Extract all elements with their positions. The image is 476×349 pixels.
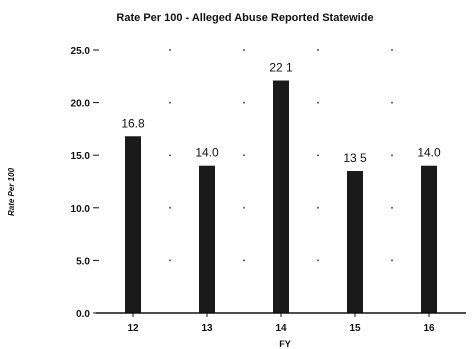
grid-dots <box>169 49 393 262</box>
y-tick-label: 0.0 <box>76 309 90 320</box>
y-tick-label: 5.0 <box>76 256 90 267</box>
x-tick-label: 15 <box>349 323 361 334</box>
grid-dot <box>169 259 171 262</box>
data-label-fy-16: 14.0 <box>417 146 441 160</box>
data-label-fy-13: 14.0 <box>195 146 219 160</box>
data-label-fy-15: 13 5 <box>343 151 367 165</box>
x-tick-label: 16 <box>423 323 435 334</box>
grid-dot <box>391 154 393 157</box>
grid-dot <box>169 101 171 104</box>
bar-fy-16 <box>421 165 437 313</box>
grid-dot <box>391 49 393 51</box>
grid-dot <box>169 206 171 209</box>
x-axis-label: FY <box>279 339 291 349</box>
grid-dot <box>391 259 393 262</box>
grid-dot <box>391 206 393 209</box>
bars: 16.8 14.0 22 1 13 5 14.0 <box>121 61 441 314</box>
y-tick-label: 10.0 <box>71 204 91 215</box>
x-tick-label: 14 <box>275 323 287 334</box>
chart-title: Rate Per 100 - Alleged Abuse Reported St… <box>116 12 373 24</box>
x-tick-label: 13 <box>201 323 213 334</box>
data-label-fy-14: 22 1 <box>269 61 293 75</box>
grid-dot <box>317 259 319 262</box>
x-axis-ticks: 12 13 14 15 16 <box>127 313 435 334</box>
grid-dot <box>317 206 319 209</box>
y-tick-label: 15.0 <box>71 151 91 162</box>
bar-fy-15 <box>347 170 363 313</box>
grid-dot <box>169 49 171 51</box>
y-tick-label: 25.0 <box>71 46 91 57</box>
grid-dot <box>391 101 393 104</box>
bar-fy-14 <box>273 80 289 314</box>
y-axis-ticks: 0.0 5.0 10.0 15.0 20.0 25.0 <box>71 46 99 320</box>
grid-dot <box>243 259 245 262</box>
grid-dot <box>317 101 319 104</box>
grid-dot <box>317 49 319 51</box>
grid-dot <box>317 154 319 157</box>
grid-dot <box>243 101 245 104</box>
y-axis-label: Rate Per 100 <box>7 167 16 216</box>
bar-fy-12 <box>125 136 141 313</box>
grid-dot <box>243 49 245 51</box>
x-tick-label: 12 <box>127 323 139 334</box>
y-tick-label: 20.0 <box>71 99 91 110</box>
grid-dot <box>169 154 171 157</box>
grid-dot <box>243 206 245 209</box>
grid-dot <box>243 154 245 157</box>
data-label-fy-12: 16.8 <box>121 116 145 130</box>
bar-fy-13 <box>199 165 215 313</box>
